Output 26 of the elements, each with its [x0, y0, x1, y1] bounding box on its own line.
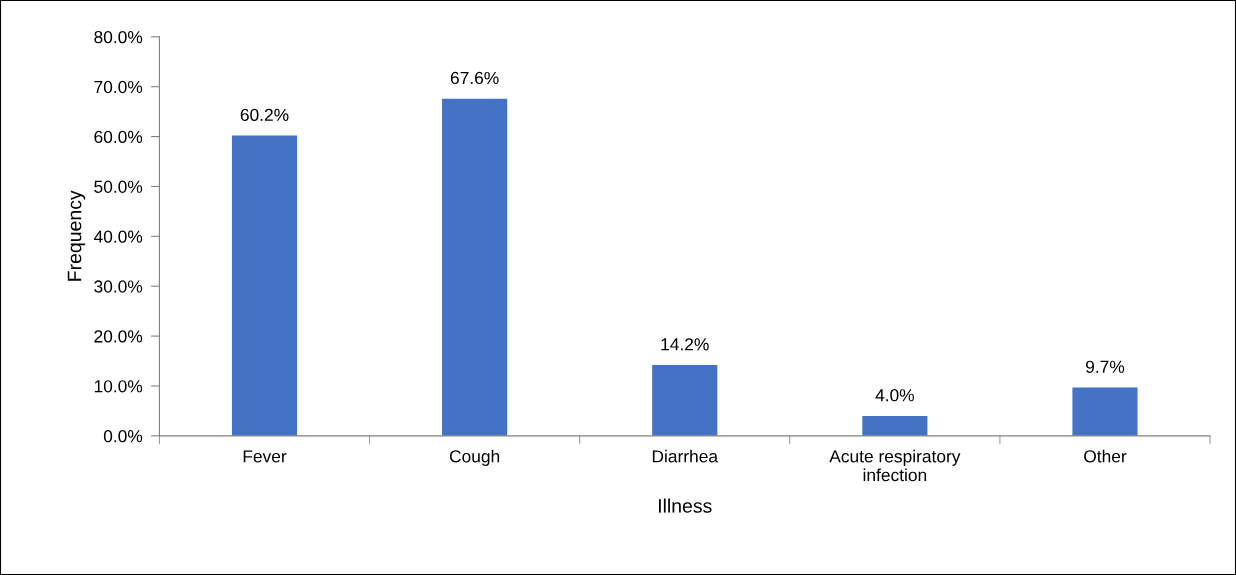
y-tick-label: 20.0% — [94, 330, 143, 343]
x-tick-label: Fever — [243, 450, 287, 463]
y-tick-label: 10.0% — [94, 380, 143, 393]
data-label: 14.2% — [661, 338, 709, 351]
y-tick-label: 50.0% — [94, 180, 143, 193]
x-tick-label: Other — [1084, 449, 1127, 463]
bar — [442, 98, 508, 436]
x-tick-label: Acute respiratory infection — [829, 449, 961, 482]
data-label: 60.2% — [240, 108, 289, 122]
x-tick-label: Diarrhea — [652, 449, 719, 463]
x-tick-label: Cough — [449, 449, 500, 466]
bar — [231, 135, 298, 436]
y-tick-label: 70.0% — [94, 80, 143, 94]
y-tick-label: 40.0% — [93, 230, 143, 243]
y-axis-title: Frequency — [67, 190, 86, 281]
data-label: 67.6% — [450, 71, 499, 85]
y-tick-label: 60.0% — [94, 130, 143, 144]
data-label: 4.0% — [875, 389, 915, 402]
bar — [1072, 387, 1138, 436]
data-label: 9.7% — [1086, 360, 1125, 373]
y-tick-label: 80.0% — [94, 30, 143, 44]
x-axis-title: Illness — [658, 498, 712, 513]
y-tick-label: 0.0% — [103, 430, 143, 443]
y-tick-label: 30.0% — [94, 280, 143, 293]
bar — [862, 415, 928, 436]
bar — [652, 365, 718, 436]
